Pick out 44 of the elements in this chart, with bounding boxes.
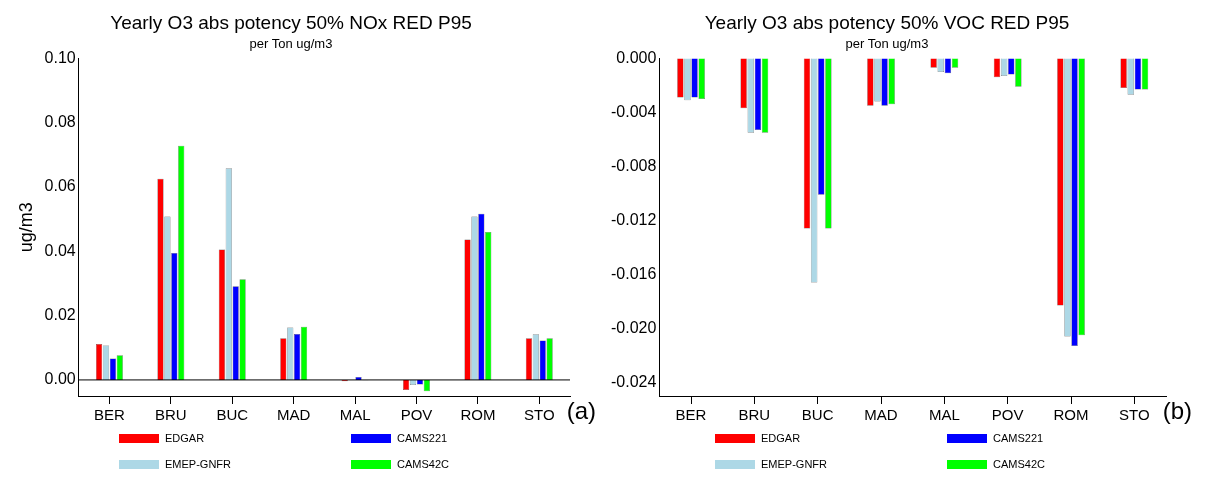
- x-tick-label: BUC: [216, 406, 249, 424]
- legend-label: CAMS221: [993, 432, 1044, 444]
- x-tick-label: STO: [524, 406, 555, 424]
- x-tick-label: STO: [1119, 406, 1150, 424]
- y-tick-label: 0.06: [44, 177, 76, 195]
- legend-label: EDGAR: [761, 432, 801, 444]
- x-tick-label: BER: [675, 406, 707, 424]
- legend-label: CAMS42C: [993, 458, 1045, 470]
- x-tick-label: MAD: [276, 406, 311, 424]
- chart-title: Yearly O3 abs potency 50% VOC RED P95: [704, 11, 1070, 33]
- y-tick-label: 0.02: [44, 306, 76, 324]
- chart-title: Yearly O3 abs potency 50% NOx RED P95: [110, 11, 472, 33]
- legend-label: CAMS221: [397, 432, 448, 444]
- y-tick-label: 0.000: [616, 48, 657, 66]
- y-tick-label: -0.012: [610, 210, 657, 228]
- y-tick-label: 0.00: [44, 370, 76, 388]
- x-tick-label: BER: [94, 406, 126, 424]
- x-tick-label: MAD: [864, 406, 898, 424]
- y-tick-label: -0.008: [610, 156, 657, 174]
- x-tick-label: POV: [991, 406, 1024, 424]
- y-tick-label: 0.10: [44, 48, 76, 66]
- legend-label: EDGAR: [165, 432, 205, 444]
- y-tick-label: 0.04: [44, 241, 76, 259]
- x-tick-label: MAL: [339, 406, 371, 424]
- y-tick-label: -0.004: [610, 102, 657, 120]
- y-tick-label: -0.020: [610, 318, 657, 336]
- x-tick-label: POV: [400, 406, 433, 424]
- legend-label: EMEP-GNFR: [761, 458, 828, 470]
- chart-subtitle: per Ton ug/m3: [845, 36, 929, 52]
- chart-subtitle: per Ton ug/m3: [249, 36, 333, 52]
- y-axis-title: ug/m3: [15, 202, 36, 253]
- legend-label: EMEP-GNFR: [165, 458, 232, 470]
- annotation: (b): [1162, 396, 1192, 424]
- x-tick-label: BUC: [801, 406, 834, 424]
- x-tick-label: BRU: [155, 406, 187, 424]
- x-tick-label: BRU: [738, 406, 771, 424]
- y-tick-label: -0.016: [610, 264, 657, 282]
- x-tick-label: ROM: [1053, 406, 1089, 424]
- annotation: (a): [566, 396, 596, 424]
- legend-label: CAMS42C: [397, 458, 449, 470]
- x-tick-label: MAL: [928, 406, 960, 424]
- y-tick-label: 0.08: [44, 113, 76, 131]
- x-tick-label: ROM: [460, 406, 496, 424]
- y-tick-label: -0.024: [610, 372, 657, 390]
